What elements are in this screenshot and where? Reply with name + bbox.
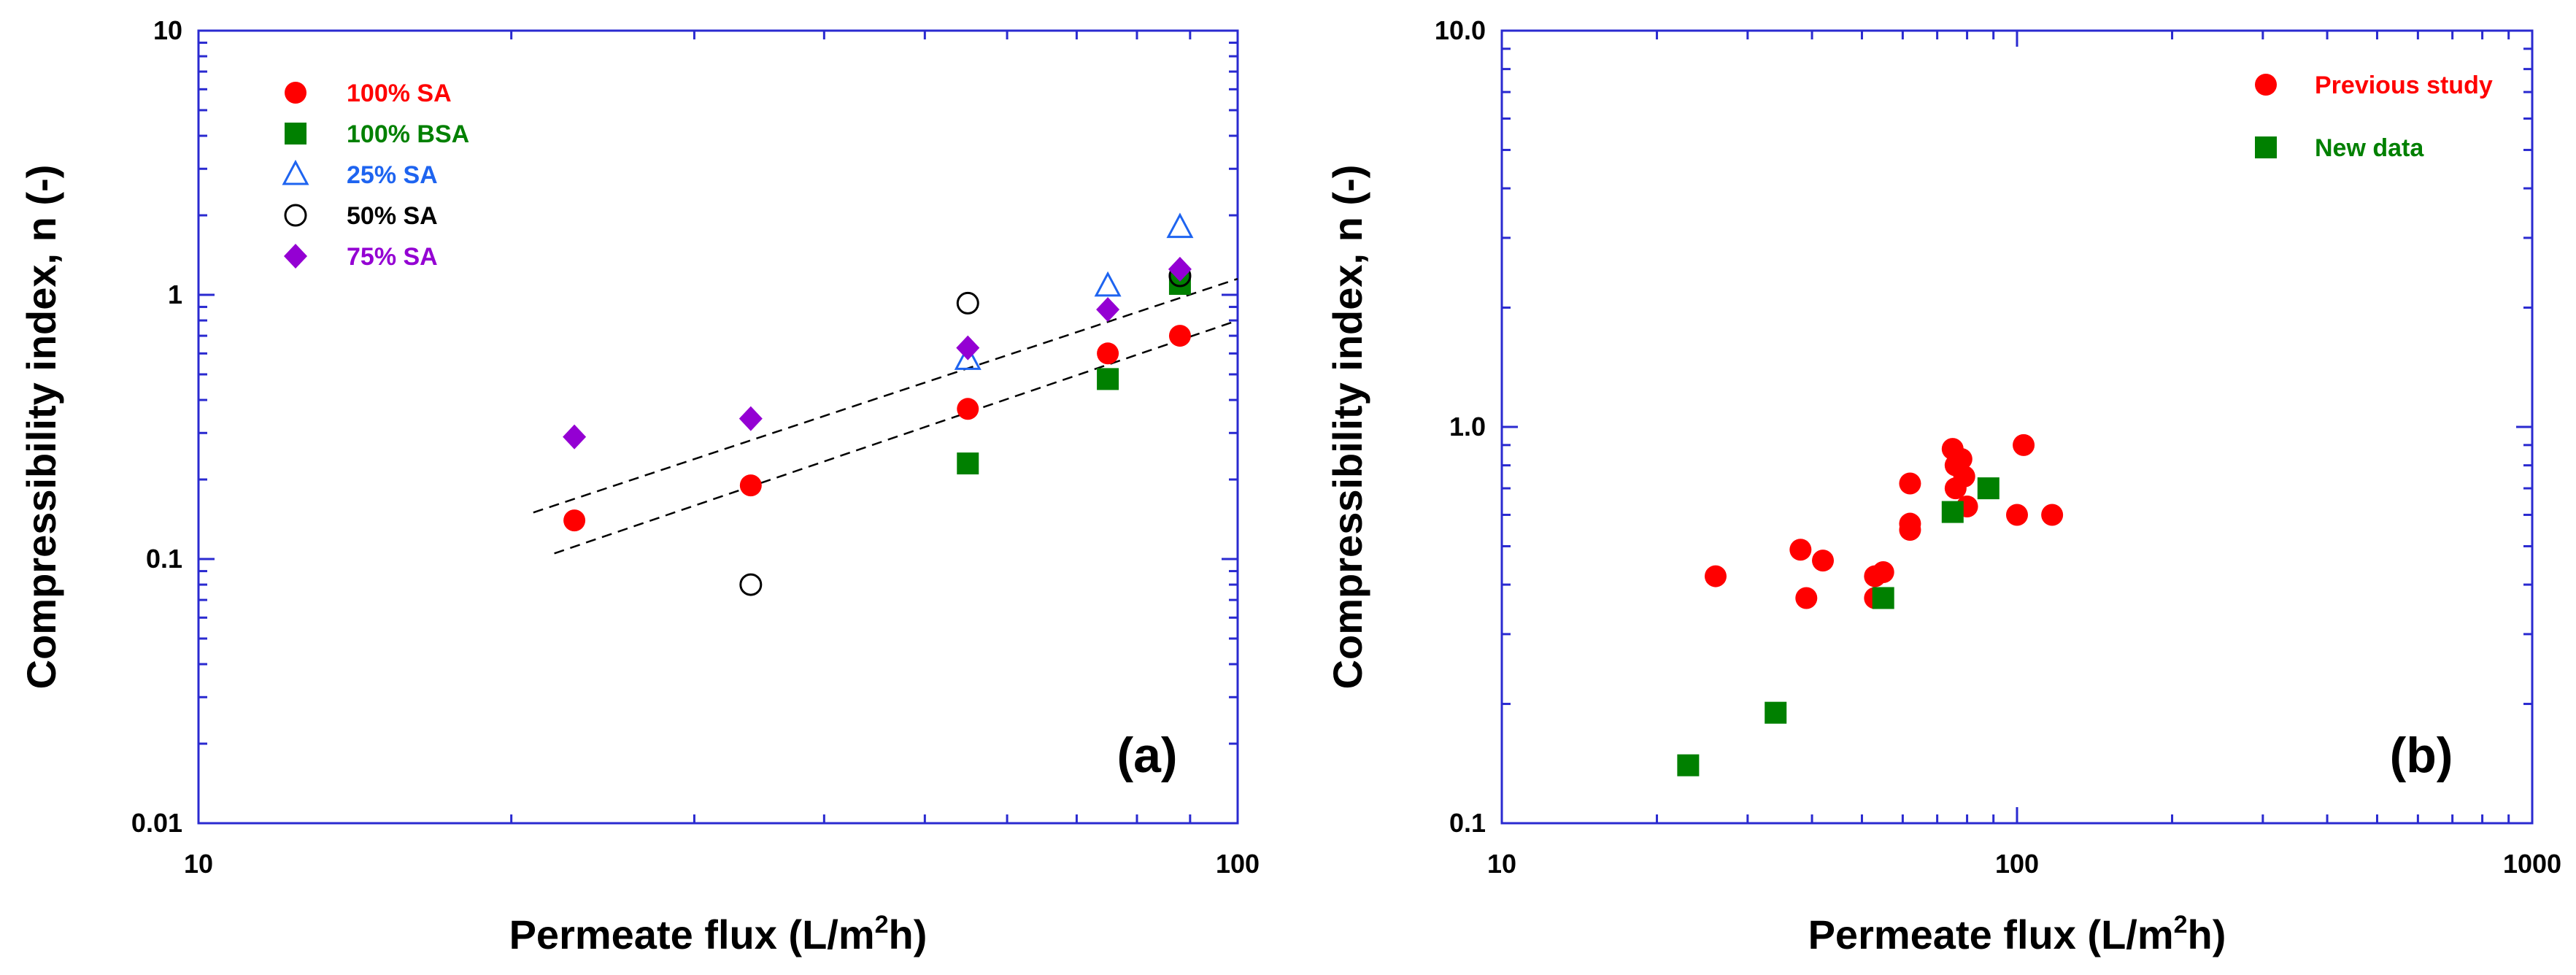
data-point [739, 474, 762, 497]
data-point [1795, 587, 1818, 609]
x-tick-label: 100 [1216, 849, 1260, 879]
legend-label: 100% SA [347, 80, 452, 107]
tick-marks [1500, 31, 2532, 825]
x-tick-label: 1000 [2503, 849, 2561, 879]
data-point [739, 573, 763, 596]
x-tick-label: 10 [1487, 849, 1516, 879]
legend: Previous study New data [2255, 72, 2493, 162]
data-point [1168, 256, 1192, 282]
legend-label: 50% SA [347, 202, 438, 230]
data-point [957, 452, 979, 475]
upper-fit-line [533, 277, 1238, 514]
data-point [1677, 754, 1700, 776]
data-point [1899, 472, 1921, 495]
panel-a-chart: 10 100 0.01 0.1 1 10 Permeate flux (L/m2h) Comp… [18, 15, 1260, 957]
data-point [1765, 701, 1787, 724]
data-point [1166, 212, 1194, 239]
legend-marker [285, 82, 306, 104]
data-point [1812, 550, 1835, 572]
series-previous-study [1704, 433, 2064, 609]
data-point [2006, 504, 2028, 526]
data-point [563, 424, 587, 450]
x-axis-label: Permeate flux (L/m2h) [1808, 911, 2226, 957]
series-100-sa [563, 325, 1191, 532]
y-tick-label: 1.0 [1449, 412, 1486, 442]
data-point [1168, 325, 1191, 347]
y-tick-label: 10.0 [1435, 15, 1486, 45]
data-point [1953, 465, 1975, 488]
plot-frame [197, 29, 1239, 825]
data-point [1941, 501, 1964, 523]
panel-letter: (a) [1117, 728, 1177, 783]
data-point [954, 344, 982, 370]
series-50-sa [739, 264, 1192, 596]
panel-b-chart: 10 100 1000 0.1 1.0 10.0 Permeate flux (L/m2h)… [1324, 15, 2561, 957]
data-point [1977, 477, 2000, 500]
y-tick-label: 10 [153, 15, 182, 45]
series-100-bsa [957, 273, 1191, 475]
data-point [956, 291, 979, 315]
x-tick-label: 100 [1995, 849, 2039, 879]
legend-marker [2255, 136, 2277, 158]
panel-letter: (b) [2390, 728, 2453, 783]
x-axis-label: Permeate flux (L/m2h) [509, 911, 928, 957]
data-point [1096, 297, 1120, 323]
data-point [2013, 433, 2035, 456]
legend-label: 100% BSA [347, 120, 469, 148]
x-tick-label: 10 [184, 849, 213, 879]
y-tick-label: 0.1 [1449, 808, 1486, 838]
legend: 100% SA 100% BSA 25% SA 50% SA 75% SA [282, 80, 469, 271]
data-point [2041, 504, 2064, 526]
series-25-sa [954, 212, 1194, 370]
data-point [1097, 342, 1119, 365]
data-point [957, 398, 979, 420]
data-point [1899, 518, 1921, 541]
tick-marks [197, 31, 1238, 825]
legend-marker [284, 204, 307, 227]
data-point [1872, 587, 1894, 609]
legend-marker [285, 123, 306, 144]
data-point [1789, 539, 1812, 561]
legend-label: Previous study [2315, 72, 2493, 99]
y-tick-label: 1 [168, 280, 182, 309]
data-point [739, 406, 763, 431]
lower-fit-line [554, 319, 1238, 555]
y-axis-label: Compressibility index, n (-) [18, 165, 64, 690]
data-point [563, 509, 586, 532]
series-new-data [1677, 477, 2000, 776]
legend-label: 25% SA [347, 161, 438, 189]
y-tick-label: 0.01 [131, 808, 182, 838]
data-point [1094, 271, 1122, 297]
data-point [1097, 368, 1119, 390]
data-point [1872, 561, 1894, 584]
legend-marker [2255, 74, 2277, 96]
legend-marker [284, 244, 307, 269]
data-point [956, 335, 980, 361]
data-point [1704, 565, 1727, 587]
y-axis-label: Compressibility index, n (-) [1324, 165, 1370, 690]
series-75-sa [563, 256, 1192, 450]
data-point [1950, 447, 1973, 470]
legend-marker [282, 159, 309, 185]
y-tick-label: 0.1 [146, 544, 182, 574]
legend-label: New data [2315, 134, 2424, 162]
legend-label: 75% SA [347, 243, 438, 271]
